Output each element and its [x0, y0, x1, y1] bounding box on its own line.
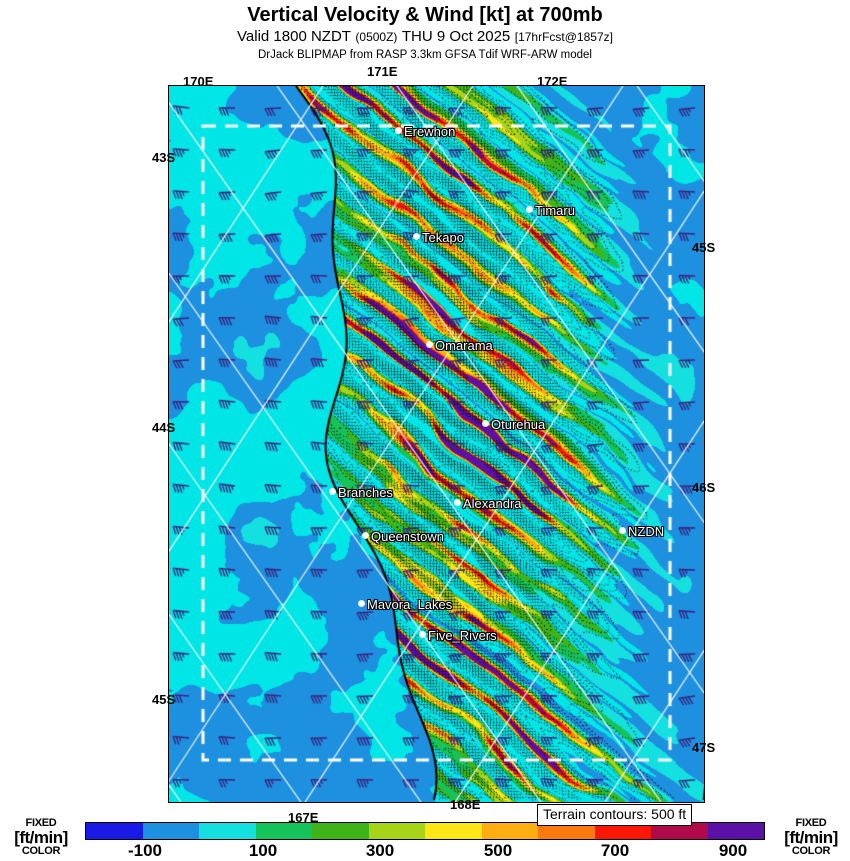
- header: Vertical Velocity & Wind [kt] at 700mb V…: [0, 0, 850, 62]
- vertical-velocity-raster: [169, 86, 704, 802]
- forecast-hour-tag: [17hrFcst@1857z]: [514, 30, 613, 44]
- lat-label-43S: 43S: [152, 150, 176, 165]
- lon-label-170E: 170E: [183, 74, 214, 89]
- colorbar-segment-11: [707, 823, 764, 839]
- colorbar-segment-2: [199, 823, 256, 839]
- legend-right-color: COLOR: [791, 845, 831, 857]
- colorbar-tick-700: 700: [600, 841, 630, 860]
- colorbar-segment-1: [142, 823, 199, 839]
- city-dot-icon: [620, 528, 625, 533]
- legend-left-fixed: FIXED: [25, 817, 57, 829]
- colorbar-segment-6: [425, 823, 482, 839]
- lat-label-45S: 45S: [152, 692, 176, 707]
- city-label: Alexandra: [463, 496, 522, 511]
- city-dot-icon: [420, 632, 425, 637]
- colorbar-segment-7: [481, 823, 538, 839]
- colorbar-segment-0: [86, 823, 143, 839]
- colorbar-tick--100: -100: [127, 841, 163, 860]
- lat-label-47S: 47S: [692, 740, 716, 755]
- lon-label-168E: 168E: [450, 797, 481, 812]
- city-label: Mavora_Lakes: [367, 597, 453, 612]
- lat-label-46S: 46S: [692, 480, 716, 495]
- valid-time-prefix: Valid 1800 NZDT: [237, 28, 351, 45]
- weather-map[interactable]: Erewhon Timaru Tekapo Omarama Oturehua Branch…: [168, 85, 705, 803]
- valid-date: THU 9 Oct 2025: [401, 28, 511, 45]
- colorbar-tick-500: 500: [483, 841, 513, 860]
- city-label: Tekapo: [422, 230, 464, 245]
- city-dot-icon: [527, 207, 532, 212]
- legend-left-color: COLOR: [21, 845, 61, 857]
- model-credit: DrJack BLIPMAP from RASP 3.3km GFSA Tdif…: [257, 49, 592, 61]
- page-title: Vertical Velocity & Wind [kt] at 700mb: [247, 4, 603, 26]
- colorbar-segment-3: [255, 823, 312, 839]
- city-label: Timaru: [535, 203, 575, 218]
- valid-time-zulu: (0500Z): [355, 30, 398, 44]
- valid-time-line: Valid 1800 NZDT (0500Z) THU 9 Oct 2025 […: [0, 27, 850, 47]
- city-dot-icon: [330, 489, 335, 494]
- legend-right-fixed: FIXED: [795, 817, 827, 829]
- lat-label-45S: 45S: [692, 240, 716, 255]
- colorbar-segment-10: [651, 823, 708, 839]
- colorbar-segment-9: [594, 823, 651, 839]
- city-label: Five_Rivers: [428, 628, 497, 643]
- legend-left-units: [ft/min]: [14, 828, 68, 847]
- lon-label-172E: 172E: [537, 74, 568, 89]
- city-dot-icon: [359, 601, 364, 606]
- colorbar-segment-8: [538, 823, 595, 839]
- colorbar-tick-100: 100: [248, 841, 278, 860]
- legend-left: FIXED [ft/min] COLOR: [2, 818, 80, 857]
- colorbar-segment-4: [312, 823, 369, 839]
- colorbar-segment-5: [368, 823, 425, 839]
- colorbar-tick-900: 900: [718, 841, 748, 860]
- legend-right: FIXED [ft/min] COLOR: [772, 818, 850, 857]
- city-dot-icon: [483, 421, 488, 426]
- legend-right-units: [ft/min]: [784, 828, 838, 847]
- city-dot-icon: [427, 342, 432, 347]
- terrain-contour-note: Terrain contours: 500 ft: [537, 804, 693, 826]
- city-dot-icon: [414, 234, 419, 239]
- city-label: NZDN: [628, 524, 665, 539]
- lon-label-171E: 171E: [367, 64, 398, 79]
- city-label: Oturehua: [491, 417, 546, 432]
- city-label: Omarama: [435, 338, 493, 353]
- colorbar-tick-300: 300: [365, 841, 395, 860]
- city-label: Erewhon: [404, 124, 456, 139]
- lon-label-167E: 167E: [288, 810, 319, 825]
- lat-label-44S: 44S: [152, 420, 176, 435]
- city-dot-icon: [396, 128, 401, 133]
- city-dot-icon: [455, 500, 460, 505]
- colorbar[interactable]: [85, 822, 765, 840]
- city-label: Branches: [338, 485, 393, 500]
- city-label: Queenstown: [371, 529, 444, 544]
- city-dot-icon: [363, 533, 368, 538]
